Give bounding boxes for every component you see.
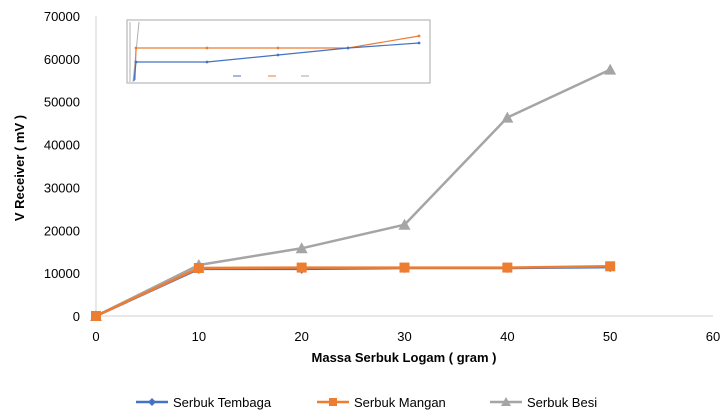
y-tick-label: 70000 xyxy=(44,9,80,24)
y-tick-label: 10000 xyxy=(44,266,80,281)
y-tick-labels: 0 10000 20000 30000 40000 50000 60000 70000 xyxy=(44,9,80,324)
inset-markers xyxy=(134,34,421,64)
x-tick-label: 50 xyxy=(603,329,617,344)
series-line-serbuk-besi xyxy=(95,68,611,318)
legend: Serbuk Tembaga Serbuk Mangan Serbuk Besi xyxy=(136,395,597,410)
series-markers xyxy=(90,63,617,321)
data-point-serbuk-besi xyxy=(501,111,514,123)
legend-label-serbuk-tembaga: Serbuk Tembaga xyxy=(173,395,272,410)
x-tick-label: 30 xyxy=(397,329,411,344)
y-tick-label: 30000 xyxy=(44,180,80,195)
series-lines xyxy=(95,68,611,318)
x-axis-title: Massa Serbuk Logam ( gram ) xyxy=(312,350,497,365)
data-point-serbuk-mangan xyxy=(399,262,410,273)
data-point-serbuk-mangan xyxy=(91,311,101,321)
inset-tembaga-line xyxy=(133,42,420,82)
legend-label-serbuk-besi: Serbuk Besi xyxy=(527,395,597,410)
y-axis-title: V Receiver ( mV ) xyxy=(12,115,27,221)
series-line-serbuk-tembaga xyxy=(95,265,611,318)
y-tick-label: 20000 xyxy=(44,223,80,238)
x-tick-label: 40 xyxy=(500,329,514,344)
legend-marker-serbuk-tembaga xyxy=(148,398,156,406)
y-tick-label: 50000 xyxy=(44,95,80,110)
inset-frame xyxy=(126,19,431,84)
legend-marker-serbuk-besi xyxy=(501,397,511,406)
x-tick-label: 60 xyxy=(706,329,720,344)
x-tick-label: 10 xyxy=(192,329,206,344)
inset-thumbnail xyxy=(126,19,431,84)
y-tick-label: 40000 xyxy=(44,138,80,153)
data-point-serbuk-besi xyxy=(604,63,617,75)
axes xyxy=(95,16,713,317)
data-point-serbuk-mangan xyxy=(502,262,513,273)
data-point-serbuk-mangan xyxy=(193,263,204,273)
inset-mangan-line xyxy=(134,35,420,81)
data-point-serbuk-mangan xyxy=(605,261,616,272)
series-line-serbuk-mangan xyxy=(95,265,611,318)
legend-marker-serbuk-mangan xyxy=(329,398,337,406)
x-tick-label: 20 xyxy=(294,329,308,344)
data-point-serbuk-besi xyxy=(295,242,308,254)
y-tick-label: 0 xyxy=(73,309,80,324)
y-tick-label: 60000 xyxy=(44,52,80,67)
data-point-serbuk-mangan xyxy=(296,262,307,273)
legend-label-serbuk-mangan: Serbuk Mangan xyxy=(354,395,446,410)
data-point-serbuk-besi xyxy=(398,218,411,230)
x-tick-labels: 0 10 20 30 40 50 60 xyxy=(92,329,720,344)
x-tick-label: 0 xyxy=(92,329,99,344)
